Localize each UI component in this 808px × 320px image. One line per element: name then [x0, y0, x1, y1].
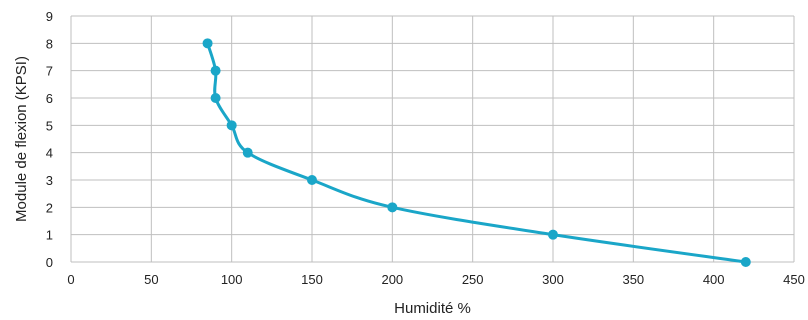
x-axis-title: Humidité % [394, 300, 471, 317]
y-axis-ticks: 0 1 2 3 4 5 6 7 8 9 [46, 9, 53, 270]
x-tick-label: 50 [144, 272, 158, 287]
y-tick-label: 0 [46, 255, 53, 270]
data-point [387, 202, 398, 213]
data-point [242, 147, 253, 158]
y-tick-label: 1 [46, 228, 53, 243]
x-tick-label: 400 [703, 272, 725, 287]
data-point [226, 120, 237, 131]
x-tick-label: 150 [301, 272, 323, 287]
data-point [740, 257, 751, 267]
x-tick-label: 350 [622, 272, 644, 287]
y-tick-label: 7 [46, 64, 53, 79]
y-tick-label: 6 [46, 91, 53, 106]
x-tick-label: 450 [783, 272, 805, 287]
y-axis-title: Module de flexion (KPSI) [13, 56, 30, 222]
y-tick-label: 4 [46, 146, 53, 161]
x-tick-label: 100 [221, 272, 243, 287]
data-point [210, 93, 221, 103]
data-point [202, 38, 213, 49]
x-tick-label: 0 [67, 272, 74, 287]
y-tick-label: 8 [46, 36, 53, 51]
series-group [202, 38, 751, 267]
y-tick-label: 3 [46, 173, 53, 188]
y-tick-label: 5 [46, 118, 53, 133]
x-tick-label: 300 [542, 272, 564, 287]
x-tick-label: 250 [462, 272, 484, 287]
data-point [307, 175, 317, 185]
data-point [210, 65, 221, 76]
y-tick-label: 9 [46, 9, 53, 24]
data-point [548, 229, 558, 240]
x-axis-ticks: 0 50 100 150 200 250 300 350 400 450 [67, 272, 804, 287]
x-tick-label: 200 [381, 272, 403, 287]
grid [70, 15, 795, 263]
y-tick-label: 2 [46, 200, 53, 215]
